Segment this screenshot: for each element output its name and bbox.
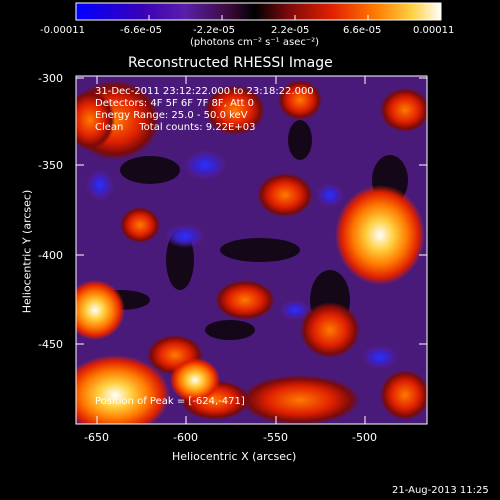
x-axis-label: Heliocentric X (arcsec) (172, 450, 297, 463)
colorbar-tick-label: 6.6e-05 (343, 25, 382, 36)
colorbar-tick-label: -6.6e-05 (120, 25, 162, 36)
colorbar-tick-label: 2.2e-05 (271, 25, 310, 36)
x-tick-label: -650 (84, 431, 109, 444)
info-total-counts: Clean Total counts: 9.22E+03 (95, 122, 256, 133)
info-time-range: 31-Dec-2011 23:12:22.000 to 23:18:22.000 (95, 86, 314, 97)
info-energy-range: Energy Range: 25.0 - 50.0 keV (95, 110, 248, 121)
y-tick-label: -350 (38, 159, 63, 172)
x-tick-label: -500 (352, 431, 377, 444)
x-tick-label: -550 (263, 431, 288, 444)
rhessi-image (76, 76, 427, 424)
y-axis-label: Heliocentric Y (arcsec) (20, 189, 34, 314)
colorbar (75, 2, 442, 21)
colorbar-tick-label: 0.00011 (413, 25, 455, 36)
y-tick-label: -300 (38, 72, 63, 85)
plot-frame (75, 75, 428, 425)
colorbar-ticks (75, 15, 442, 20)
image-title: Reconstructed RHESSI Image (128, 55, 333, 71)
info-detectors: Detectors: 4F 5F 6F 7F 8F, Att 0 (95, 98, 255, 109)
axis-ticks (76, 76, 427, 424)
colorbar-tick-label: -0.00011 (40, 25, 85, 36)
y-tick-label: -400 (38, 249, 63, 262)
timestamp: 21-Aug-2013 11:25 (392, 485, 489, 496)
y-tick-label: -450 (38, 338, 63, 351)
peak-position-text: Position of Peak = [-624,-471] (95, 396, 245, 407)
colorbar-tick-label: -2.2e-05 (193, 25, 235, 36)
colorbar-unit-label: (photons cm⁻² s⁻¹ asec⁻²) (190, 37, 320, 48)
x-tick-label: -600 (173, 431, 198, 444)
